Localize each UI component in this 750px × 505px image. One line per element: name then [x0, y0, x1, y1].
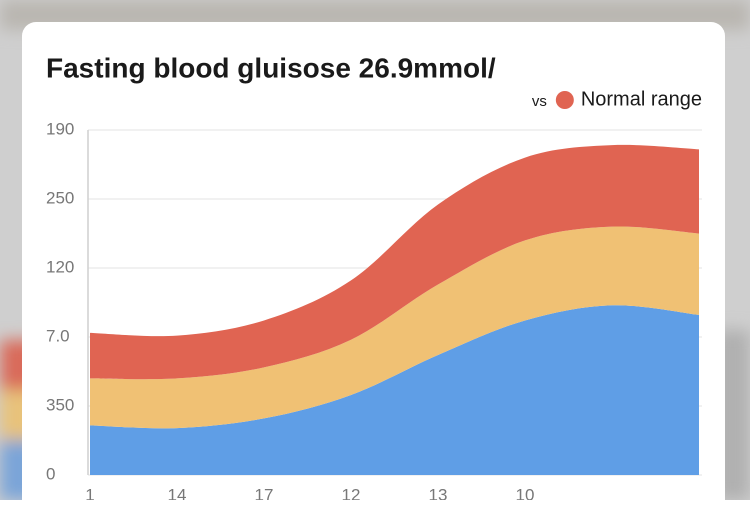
- x-tick-label: 1: [85, 485, 94, 500]
- y-tick-label: 250: [46, 188, 74, 207]
- y-tick-label: 190: [46, 119, 74, 138]
- y-tick-label: 120: [46, 257, 74, 276]
- legend-swatch: [555, 91, 574, 109]
- area: [90, 226, 699, 429]
- x-tick-label: 14: [168, 485, 187, 500]
- y-tick-label: 7.0: [46, 326, 70, 345]
- area: [90, 144, 699, 380]
- x-tick-label: 13: [429, 485, 448, 500]
- x-tick-label: 17: [255, 485, 274, 500]
- chart-title: Fasting blood gluisose 26.9mmol/: [46, 52, 496, 83]
- y-tick-label: 350: [46, 395, 74, 414]
- x-tick-label: 10: [516, 485, 535, 500]
- y-tick-label: 0: [46, 464, 55, 483]
- legend-label: Normal range: [581, 88, 702, 110]
- area: [90, 305, 699, 475]
- x-tick-label: 12: [342, 485, 361, 500]
- legend-note: vs: [532, 93, 547, 110]
